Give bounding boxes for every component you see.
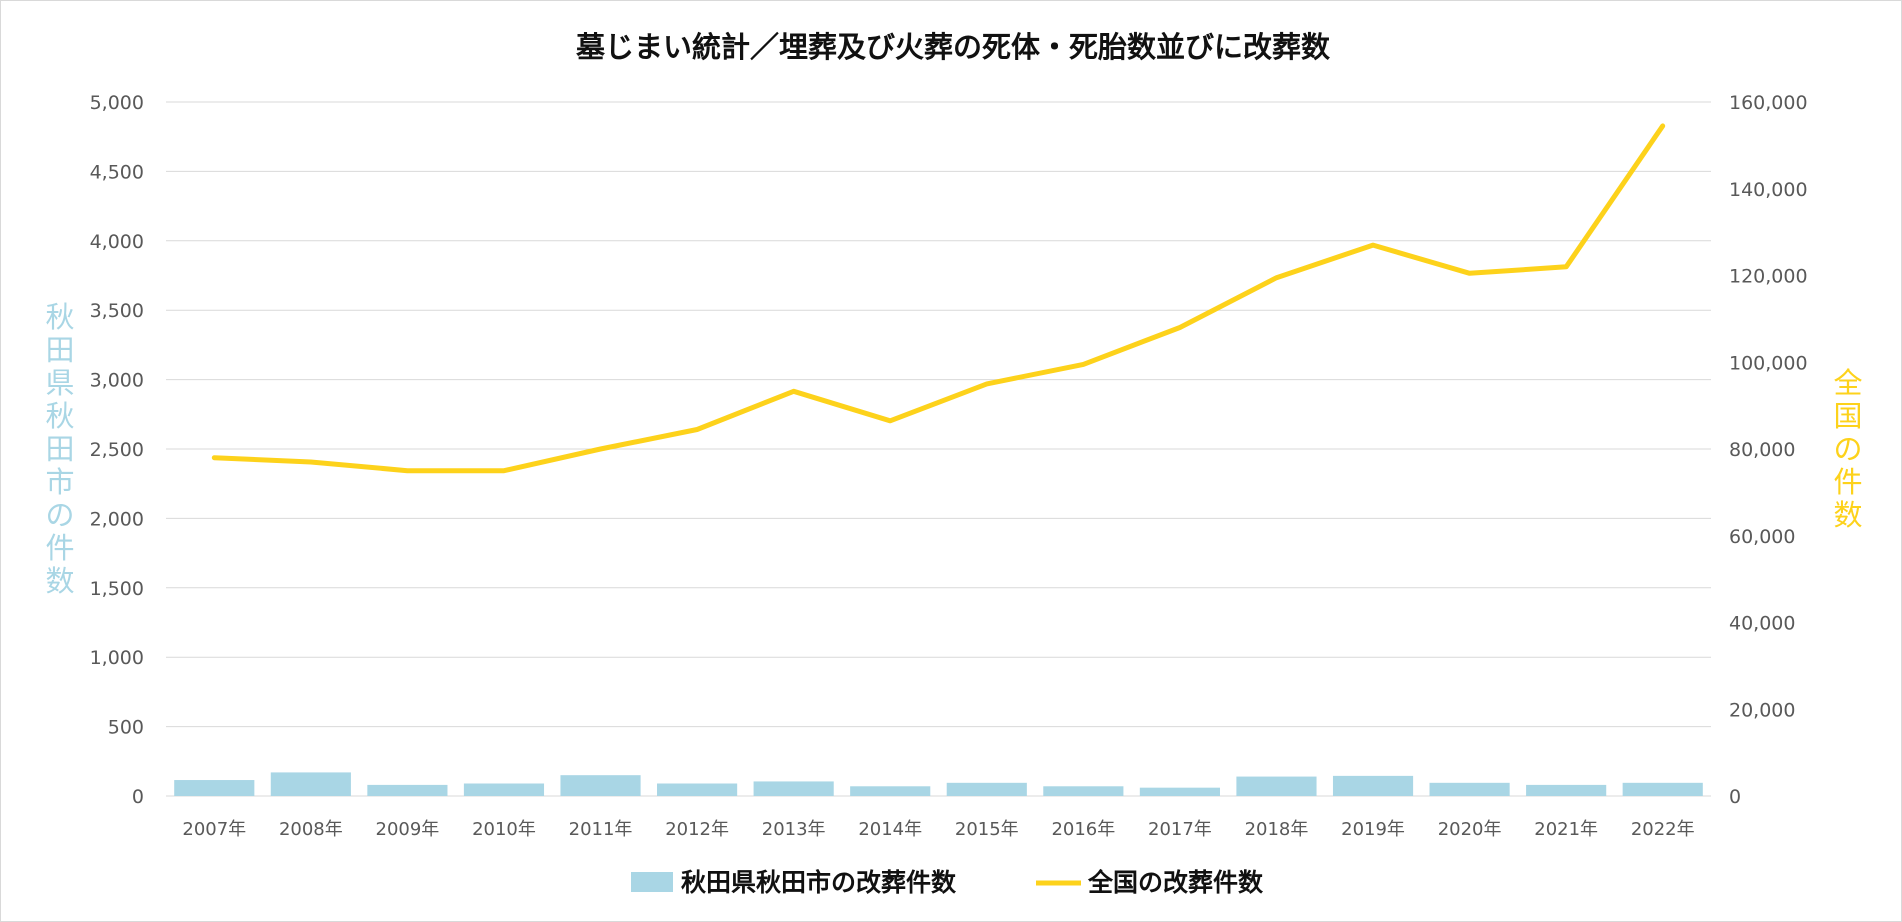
x-tick-label: 2018年 [1245,819,1309,840]
right-tick-label: 80,000 [1729,439,1795,461]
right-tick-label: 40,000 [1729,613,1795,635]
left-tick-label: 1,000 [90,647,144,669]
legend: 秋田県秋田市の改葬件数 全国の改葬件数 [631,868,1264,897]
right-tick-label: 140,000 [1729,179,1808,201]
bar [753,781,834,796]
gridlines [166,101,1711,797]
left-tick-label: 4,000 [90,231,144,253]
left-tick-label: 5,000 [90,92,144,114]
right-tick-label: 100,000 [1729,352,1808,374]
left-tick-label: 3,500 [90,300,144,322]
chart-title: 墓じまい統計／埋葬及び火葬の死体・死胎数並びに改葬数 [575,30,1331,64]
bar [1622,782,1703,796]
x-tick-label: 2014年 [858,819,922,840]
x-tick-label: 2017年 [1148,819,1212,840]
x-tick-label: 2009年 [376,819,440,840]
bar [270,772,351,796]
bar [463,783,545,796]
x-tick-label: 2008年 [279,819,343,840]
bar [1526,784,1607,796]
bar [174,780,255,796]
right-axis-label: 全国の件数 [1833,366,1862,532]
legend-line-label: 全国の改葬件数 [1087,868,1264,897]
legend-bar-label: 秋田県秋田市の改葬件数 [681,868,957,897]
left-tick-label: 4,500 [90,161,144,183]
x-tick-label: 2010年 [472,819,536,840]
bar [560,775,641,796]
bar [367,784,448,796]
x-tick-label: 2013年 [762,819,826,840]
left-axis-label: 秋田県秋田市の件数 [45,300,74,598]
right-tick-label: 0 [1729,786,1741,808]
x-tick-label: 2020年 [1438,819,1502,840]
x-tick-label: 2021年 [1534,819,1598,840]
bar [1236,776,1317,796]
x-tick-label: 2022年 [1631,819,1695,840]
x-tick-label: 2007年 [182,819,246,840]
bar [850,786,931,796]
left-tick-label: 500 [108,717,144,739]
left-tick-label: 0 [132,786,144,808]
bar [1332,775,1414,796]
left-tick-label: 1,500 [90,578,144,600]
line-series [211,123,1666,474]
bar [657,783,738,796]
legend-bar-swatch [631,872,673,892]
series-line [211,123,1666,474]
bar [1139,787,1220,796]
left-tick-label: 2,000 [90,508,144,530]
bar [1043,786,1124,796]
bar-series [174,772,1703,796]
x-tick-label: 2012年 [665,819,729,840]
x-tick-label: 2015年 [955,819,1019,840]
right-tick-label: 120,000 [1729,266,1808,288]
left-axis-ticks: 0 500 1,000 1,500 2,000 2,500 3,000 3,500 4,000 4… [90,92,144,808]
left-tick-label: 3,000 [90,370,144,392]
right-axis-ticks: 0 20,000 40,000 60,000 80,000 100,000 120,000 1… [1729,92,1808,808]
x-tick-label: 2011年 [569,819,633,840]
left-tick-label: 2,500 [90,439,144,461]
x-tick-label: 2016年 [1051,819,1115,840]
right-tick-label: 160,000 [1729,92,1808,114]
x-tick-label: 2019年 [1341,819,1405,840]
right-tick-label: 20,000 [1729,699,1795,721]
x-axis-ticks: 2007年 2008年 2009年 2010年 2011年 2012年 2013年 2014年… [182,819,1694,840]
bar [1429,782,1510,796]
bar [946,782,1027,796]
right-tick-label: 60,000 [1729,526,1795,548]
